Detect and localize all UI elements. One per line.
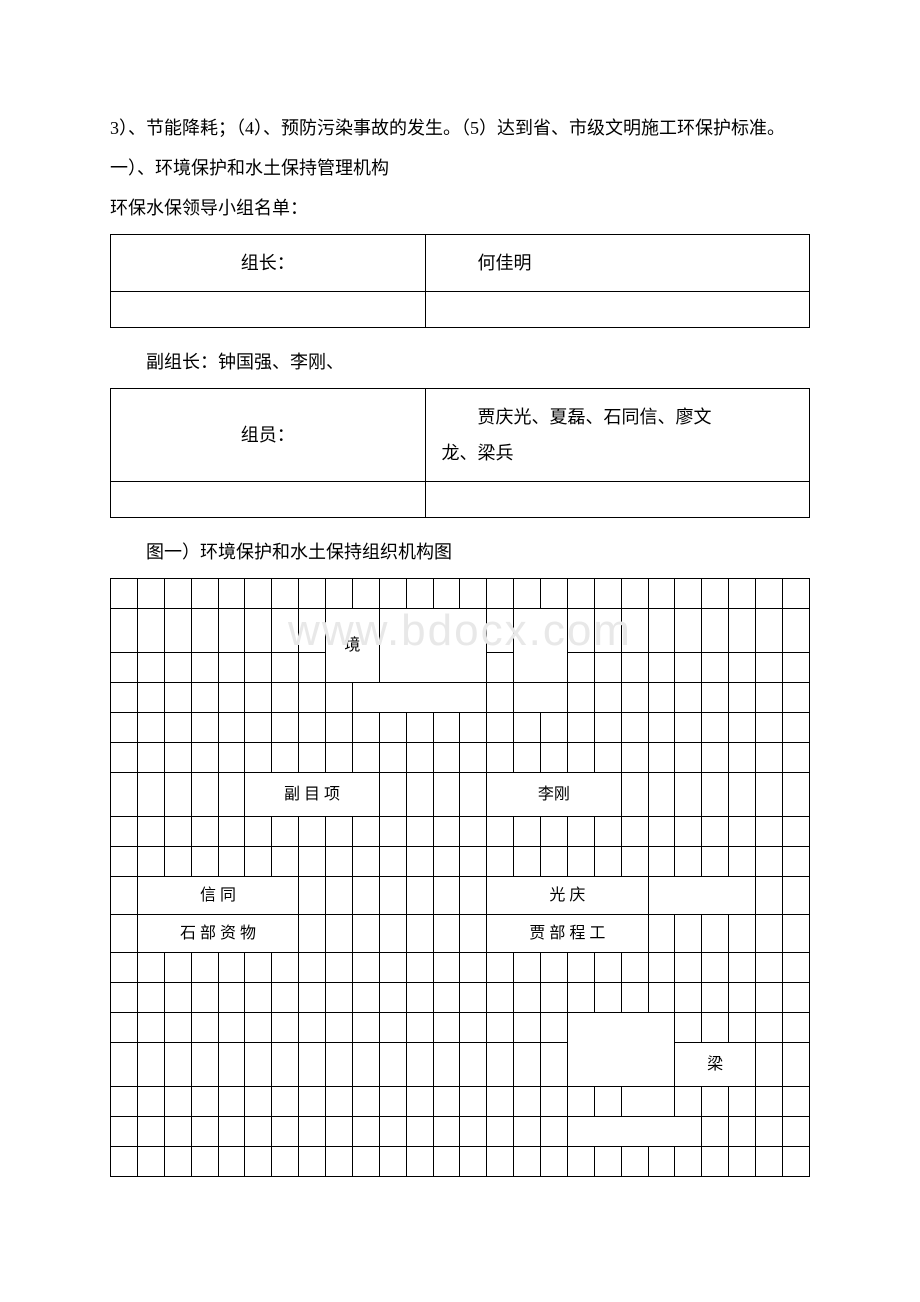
- org-text-liang: 梁: [707, 1056, 723, 1073]
- table-row: 组员： 贾庆光、夏磊、石同信、廖文 龙、梁兵: [111, 389, 810, 482]
- empty-cell: [425, 292, 809, 328]
- table-row: 组长： 何佳明: [111, 235, 810, 292]
- org-text-li-gang: 李刚: [538, 786, 570, 803]
- org-text-jia-bu-cheng-gong: 贾 部 程 工: [529, 925, 605, 942]
- empty-merged-cell: [648, 877, 756, 915]
- table-row: [111, 1087, 810, 1117]
- table-row: [111, 713, 810, 743]
- table-row: [111, 482, 810, 518]
- member-value-cell: 贾庆光、夏磊、石同信、廖文 龙、梁兵: [425, 389, 809, 482]
- org-cell-xin-tong: 信 同: [137, 877, 298, 915]
- table-row: 梁: [111, 1043, 810, 1087]
- org-cell-shi-bu-zi-wu: 石 部 资 物: [137, 915, 298, 953]
- table-row: 副 目 项 李刚: [111, 773, 810, 817]
- leader-value: 何佳明: [442, 253, 532, 273]
- empty-cell: [111, 482, 426, 518]
- table-row: [111, 817, 810, 847]
- table-row: 境 www.bdocx.com: [111, 609, 810, 653]
- org-text-guang-qing: 光 庆: [549, 887, 585, 904]
- org-text-shi-bu-zi-wu: 石 部 资 物: [180, 925, 256, 942]
- members-table: 组员： 贾庆光、夏磊、石同信、廖文 龙、梁兵: [110, 388, 810, 518]
- empty-merged-cell: [514, 609, 568, 683]
- paragraph-2: 一）、环境保护和水土保持管理机构: [110, 150, 810, 186]
- org-cell-fu-mu-xiang: 副 目 项: [245, 773, 379, 817]
- table-row: [111, 292, 810, 328]
- paragraph-4: 副组长：钟国强、李刚、: [110, 344, 810, 380]
- table-row: [111, 579, 810, 609]
- table-row: [111, 953, 810, 983]
- org-text-jing: 境: [344, 637, 360, 654]
- member-label: 组员：: [241, 425, 295, 445]
- member-label-cell: 组员：: [111, 389, 426, 482]
- leader-value-cell: 何佳明: [425, 235, 809, 292]
- empty-merged-cell: [514, 683, 568, 713]
- text-p5: 图一）环境保护和水土保持组织机构图: [146, 542, 452, 562]
- member-value-line2: 龙、梁兵: [442, 435, 793, 471]
- empty-cell: [111, 292, 426, 328]
- org-cell-li-gang: 李刚: [487, 773, 621, 817]
- table-row: [111, 743, 810, 773]
- empty-merged-cell: [352, 683, 486, 713]
- table-row: [111, 1117, 810, 1147]
- table-row: [111, 847, 810, 877]
- text-p3: 环保水保领导小组名单：: [110, 198, 308, 218]
- member-value-line1: 贾庆光、夏磊、石同信、廖文: [442, 399, 793, 435]
- paragraph-3: 环保水保领导小组名单：: [110, 190, 810, 226]
- leader-label: 组长：: [241, 253, 295, 273]
- org-cell-jia-bu-cheng-gong: 贾 部 程 工: [487, 915, 648, 953]
- table-row: 石 部 资 物 贾 部 程 工: [111, 915, 810, 953]
- empty-cell: [425, 482, 809, 518]
- text-p2: 一）、环境保护和水土保持管理机构: [110, 158, 389, 178]
- empty-merged-cell: [379, 609, 487, 683]
- org-chart-table: 境 www.bdocx.com 副 目 项 李刚: [110, 578, 810, 1177]
- org-cell-liang: 梁: [675, 1043, 756, 1087]
- paragraph-5: 图一）环境保护和水土保持组织机构图: [110, 534, 810, 570]
- text-p4: 副组长：钟国强、李刚、: [146, 352, 344, 372]
- empty-merged-cell: [621, 1087, 675, 1117]
- table-row: [111, 683, 810, 713]
- empty-merged-cell: [567, 1117, 701, 1147]
- paragraph-1: 3）、节能降耗；（4）、预防污染事故的发生。（5）达到省、市级文明施工环保护标准…: [110, 110, 810, 146]
- org-cell-guang-qing: 光 庆: [487, 877, 648, 915]
- table-row: [111, 983, 810, 1013]
- org-text-xin-tong: 信 同: [200, 887, 236, 904]
- table-row: [111, 1147, 810, 1177]
- text-p1: 3）、节能降耗；（4）、预防污染事故的发生。（5）达到省、市级文明施工环保护标准…: [110, 118, 785, 138]
- org-cell-jing: 境 www.bdocx.com: [326, 609, 380, 683]
- org-text-fu-mu-xiang: 副 目 项: [284, 786, 340, 803]
- leader-label-cell: 组长：: [111, 235, 426, 292]
- leader-table: 组长： 何佳明: [110, 234, 810, 328]
- table-row: 信 同 光 庆: [111, 877, 810, 915]
- org-chart-container: 境 www.bdocx.com 副 目 项 李刚: [110, 578, 810, 1177]
- empty-merged-cell: [567, 1013, 675, 1087]
- table-row: [111, 1013, 810, 1043]
